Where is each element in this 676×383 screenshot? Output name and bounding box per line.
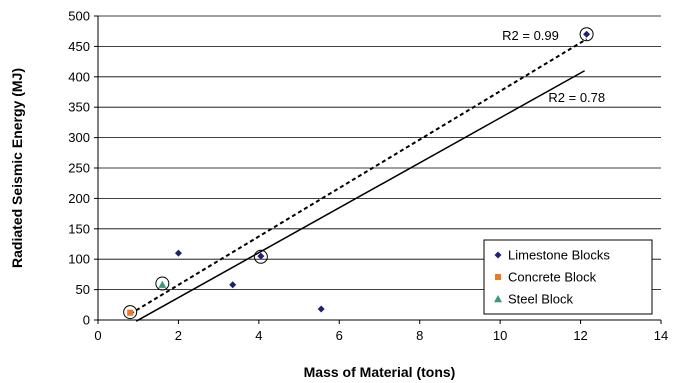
- legend-label: Concrete Block: [508, 270, 597, 285]
- x-tick-label: 14: [654, 328, 668, 343]
- y-tick-label: 150: [68, 221, 90, 236]
- y-tick-label: 100: [68, 252, 90, 267]
- y-tick-label: 300: [68, 130, 90, 145]
- y-tick-label: 500: [68, 9, 90, 24]
- x-tick-label: 12: [573, 328, 587, 343]
- y-tick-label: 400: [68, 69, 90, 84]
- y-tick-label: 200: [68, 191, 90, 206]
- point-limestone-blocks: [174, 249, 182, 257]
- tick-labels: 0 50 100 150 200 250 300 350 400 450 500 0 2 4 6 8 10 12 1…: [68, 9, 668, 344]
- y-tick-label: 350: [68, 100, 90, 115]
- point-limestone-blocks: [583, 30, 591, 38]
- point-limestone-blocks: [229, 281, 237, 289]
- legend-label: Steel Block: [508, 292, 574, 307]
- legend-swatch: [495, 274, 501, 280]
- y-tick-label: 0: [83, 313, 90, 328]
- x-tick-label: 2: [175, 328, 182, 343]
- point-limestone-blocks: [317, 305, 325, 313]
- trendlines: [129, 38, 588, 322]
- y-tick-label: 50: [76, 282, 90, 297]
- x-tick-label: 4: [255, 328, 262, 343]
- y-tick-label: 250: [68, 161, 90, 176]
- data-points: [127, 30, 591, 316]
- point-steel-block: [158, 280, 167, 288]
- point-limestone-blocks: [257, 252, 265, 260]
- gridlines: [98, 15, 661, 291]
- axes: [94, 15, 662, 324]
- x-axis-title: Mass of Material (tons): [304, 364, 456, 380]
- y-axis-title: Radiated Seismic Energy (MJ): [9, 68, 25, 268]
- point-concrete-block: [127, 309, 134, 316]
- x-tick-label: 6: [336, 328, 343, 343]
- r-squared-label: R2 = 0.99: [502, 28, 559, 43]
- highlight-circles: [123, 27, 594, 320]
- legend-label: Limestone Blocks: [508, 248, 610, 263]
- x-tick-label: 10: [493, 328, 507, 343]
- trendline-dotted: [129, 38, 588, 315]
- y-tick-label: 450: [68, 39, 90, 54]
- legend-swatch: [494, 295, 502, 303]
- highlight-circle: [253, 249, 268, 264]
- highlight-circle: [155, 276, 170, 291]
- legend-box: [483, 239, 653, 315]
- highlight-circle: [123, 305, 138, 320]
- r-squared-label: R2 = 0.78: [548, 90, 605, 105]
- x-tick-label: 0: [94, 328, 101, 343]
- annotations: R2 = 0.99 R2 = 0.78: [502, 28, 605, 105]
- legend-swatch: [494, 251, 502, 259]
- trendline-solid: [135, 70, 585, 322]
- highlight-circle: [579, 27, 594, 42]
- x-tick-label: 8: [416, 328, 423, 343]
- legend: Limestone Blocks Concrete Block Steel Bloc…: [483, 239, 653, 315]
